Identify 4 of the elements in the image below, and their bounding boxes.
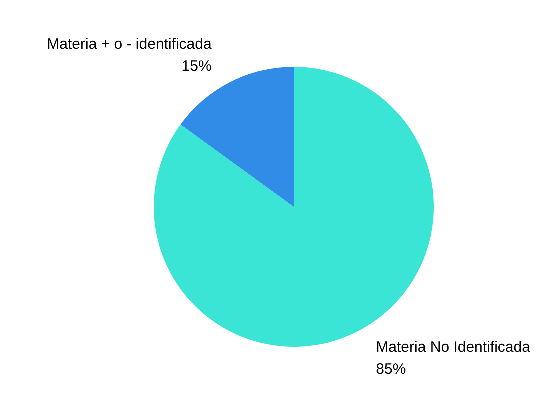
slice-label: Materia No Identificada <box>376 338 532 356</box>
data-label: 15% <box>182 58 212 76</box>
slice-label: Materia + o - identificada <box>47 36 212 54</box>
data-label: 85% <box>376 360 406 378</box>
